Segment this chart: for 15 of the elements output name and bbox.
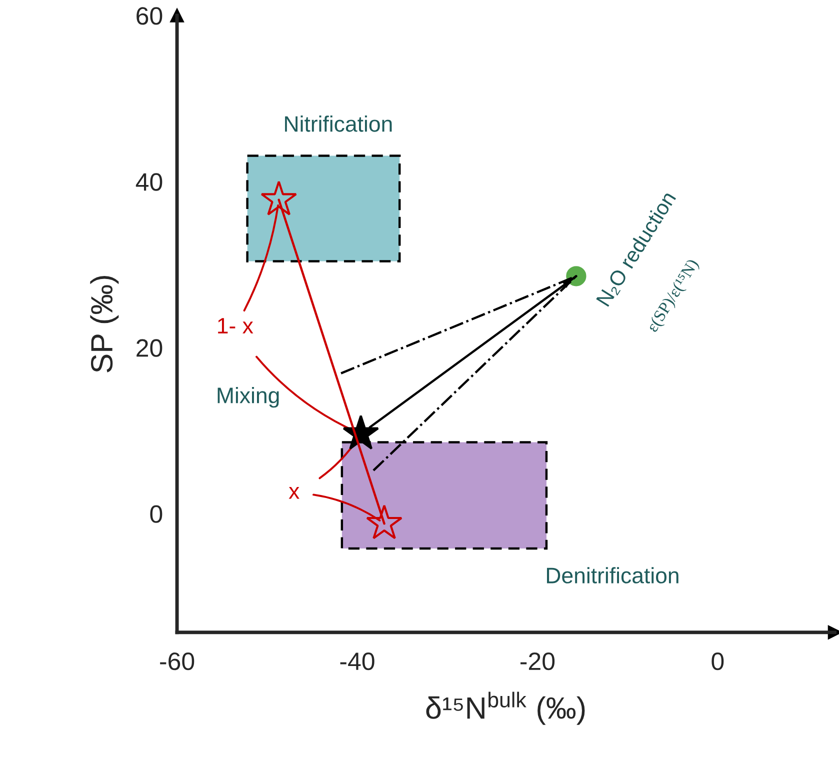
- x-tick-label: -40: [340, 652, 374, 670]
- y-tick-label: 40: [136, 173, 162, 191]
- annotation: 1- x: [218, 318, 254, 334]
- y-axis-title: SP (‰): [90, 276, 119, 372]
- y-tick-label: 0: [150, 505, 162, 523]
- x-axis-title: δ¹⁵N$^{bulk}$ (‰): [426, 692, 585, 725]
- annotation: Nitrification: [285, 116, 392, 132]
- x-tick-label: -20: [520, 652, 555, 670]
- y-tick-label: 20: [136, 339, 162, 357]
- annotation: Denitrification: [546, 567, 678, 584]
- annotation: Mixing: [218, 386, 279, 408]
- y-tick-label: 60: [136, 7, 162, 25]
- x-tick-label: -60: [160, 652, 194, 670]
- annotation: x: [288, 486, 300, 499]
- x-tick-label: 0: [712, 652, 724, 670]
